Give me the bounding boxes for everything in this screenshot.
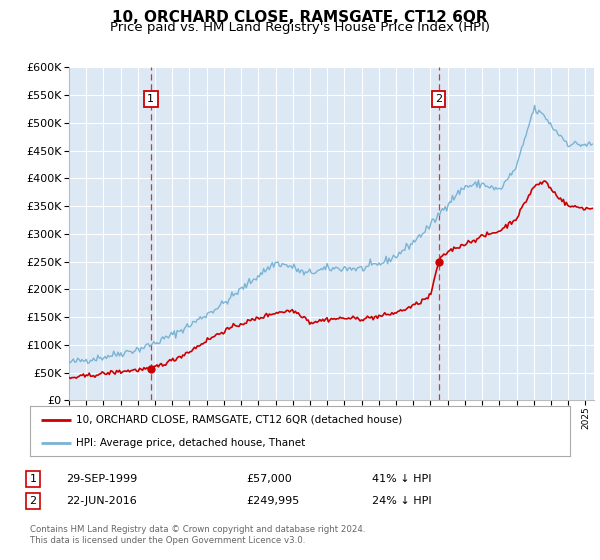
Text: 2: 2 [435,94,442,104]
Text: 2: 2 [29,496,37,506]
Text: 10, ORCHARD CLOSE, RAMSGATE, CT12 6QR: 10, ORCHARD CLOSE, RAMSGATE, CT12 6QR [112,10,488,25]
Text: 24% ↓ HPI: 24% ↓ HPI [372,496,431,506]
Text: 1: 1 [147,94,154,104]
Text: 29-SEP-1999: 29-SEP-1999 [66,474,137,484]
Text: Price paid vs. HM Land Registry's House Price Index (HPI): Price paid vs. HM Land Registry's House … [110,21,490,34]
Text: 10, ORCHARD CLOSE, RAMSGATE, CT12 6QR (detached house): 10, ORCHARD CLOSE, RAMSGATE, CT12 6QR (d… [76,414,402,424]
Text: £57,000: £57,000 [246,474,292,484]
Text: 22-JUN-2016: 22-JUN-2016 [66,496,137,506]
Text: HPI: Average price, detached house, Thanet: HPI: Average price, detached house, Than… [76,438,305,448]
Text: 41% ↓ HPI: 41% ↓ HPI [372,474,431,484]
Text: £249,995: £249,995 [246,496,299,506]
Text: Contains HM Land Registry data © Crown copyright and database right 2024.
This d: Contains HM Land Registry data © Crown c… [30,525,365,545]
Text: 1: 1 [29,474,37,484]
